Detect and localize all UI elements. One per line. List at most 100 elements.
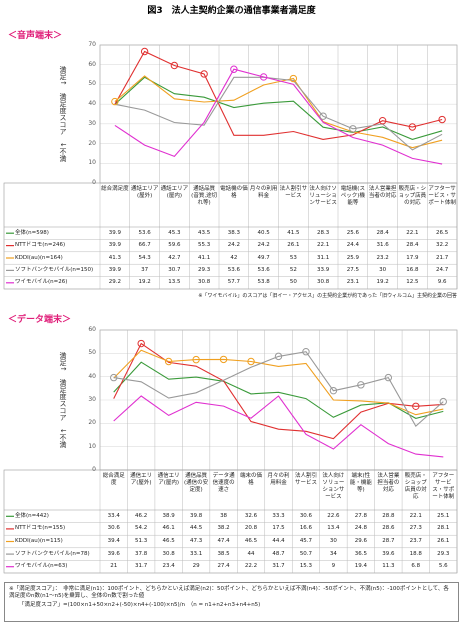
table-value: 24.2 [227, 242, 240, 249]
x-tick-label: 端末(性能・機能等) [349, 473, 372, 493]
table-value: 24.2 [257, 242, 270, 249]
table-value: 36.5 [354, 550, 367, 557]
top-score-marker [329, 386, 338, 395]
top-score-marker [408, 123, 417, 131]
y-tick-label: 10 [88, 442, 96, 450]
table-value: 29.3 [198, 266, 211, 273]
table-value: 50 [289, 279, 297, 286]
table-value: 27.4 [217, 563, 230, 570]
table-value: 30.8 [198, 279, 211, 286]
table-value: 20.8 [244, 525, 258, 532]
table-value: 44.5 [189, 525, 203, 532]
top-score-marker [164, 357, 173, 366]
y-tick-label: 70 [88, 41, 96, 48]
table-value: 49.7 [257, 254, 270, 261]
x-tick-label: 販売店・ショップ店員の対応 [404, 473, 427, 500]
legend-entry: ワイモバイル(n=26) [15, 279, 68, 286]
table-value: 31.1 [317, 254, 330, 261]
table-value: 22.2 [244, 563, 258, 570]
legend-entry: ソフトバンクモバイル(n=78) [15, 550, 90, 557]
top-score-marker [200, 70, 208, 78]
series-line [114, 76, 443, 140]
top-score-marker [438, 115, 446, 124]
top-score-marker [192, 355, 200, 364]
table-value: 22.1 [406, 229, 419, 236]
table-value: 46.1 [162, 525, 175, 532]
table-value: 30.8 [317, 279, 330, 286]
table-value: 52 [289, 266, 297, 273]
series-line [114, 76, 443, 151]
section-title: ＜データ端末＞ [8, 315, 72, 325]
section-title: ＜音声端末＞ [8, 31, 63, 41]
table-value: 39.8 [189, 512, 203, 519]
series-line [113, 342, 444, 440]
table-value: 13.5 [168, 279, 181, 286]
table-value: 16.8 [406, 266, 419, 273]
x-tick-label: 通信エリア(屋外) [130, 473, 153, 486]
table-value: 31.7 [135, 563, 148, 570]
table-value: 9.6 [437, 279, 447, 286]
table-value: 26.1 [287, 242, 300, 249]
footnote-line: 「満足度スコア」=(100×n1+50×n2+(-50)×n4+(-100)×n… [19, 601, 261, 608]
table-value: 41.3 [108, 254, 121, 261]
top-score-marker [140, 47, 149, 56]
top-score-marker [357, 381, 365, 389]
top-score-marker [170, 61, 179, 70]
table-value: 38.5 [217, 550, 230, 557]
legend-entry: 全体(n=442) [15, 512, 49, 519]
table-value: 26.5 [436, 229, 449, 236]
x-tick-label: 電話機の価格 [220, 186, 248, 199]
y-axis-label: 満足↑ 満足度スコア ↓不満 [59, 352, 67, 448]
top-score-marker [259, 73, 268, 81]
x-tick-label: 通話エリア(屋外) [130, 186, 159, 199]
table-value: 39.9 [108, 266, 121, 273]
table-value: 25.1 [437, 512, 450, 519]
top-score-marker [111, 97, 119, 106]
table-value: 23.7 [409, 538, 422, 544]
table-value: 59.6 [168, 242, 181, 249]
top-score-marker [439, 397, 447, 406]
top-score-marker [230, 65, 238, 73]
x-tick-label: 通話品質(音質,途切れ等) [191, 186, 218, 206]
x-tick-label: 法人向けソリューションサービス [309, 186, 337, 206]
y-tick-label: 0 [92, 466, 96, 473]
series-line [113, 349, 444, 416]
x-tick-label: 通話エリア(屋内) [160, 186, 189, 199]
table-value: 30 [329, 538, 337, 544]
table-value: 51.3 [135, 538, 148, 544]
table-value: 30.6 [299, 512, 313, 519]
table-value: 53.6 [227, 266, 240, 273]
table-value: 32.2 [436, 242, 449, 249]
table-value: 38.9 [162, 512, 175, 519]
table-value: 38.2 [217, 525, 230, 532]
legend-entry: NTTドコモ(n=155) [15, 525, 66, 532]
series-line [114, 50, 443, 140]
table-value: 38.3 [227, 229, 240, 236]
table-value: 53.6 [138, 229, 151, 236]
table-value: 33.3 [272, 512, 285, 519]
footnote-box: ※「満足度スコア」： 非常に満足(n1)：100ポイント、どちらかといえば満足(… [4, 582, 459, 622]
table-value: 31.6 [376, 242, 389, 249]
x-tick-label: アフターサービス・サポート体制 [432, 473, 455, 500]
table-value: 25.9 [346, 254, 359, 261]
table-value: 22.6 [327, 512, 340, 519]
table-value: 28.4 [376, 229, 389, 236]
table-value: 39.6 [107, 550, 120, 557]
table-value: 30.6 [107, 525, 120, 532]
table-value: 22.1 [409, 512, 422, 519]
table-value: 57.7 [227, 279, 240, 286]
x-tick-label: 販売店・ショップ店員の対応 [398, 186, 427, 206]
table-value: 27.3 [409, 525, 422, 532]
table-value: 18.8 [409, 550, 422, 557]
x-tick-label: 通信エリア(屋内) [157, 473, 180, 486]
top-score-marker [289, 74, 298, 83]
x-tick-label: 法人向けソリューションサービス [322, 473, 345, 500]
table-value: 17.5 [272, 525, 285, 532]
table-value: 34 [329, 550, 337, 557]
table-value: 39.4 [107, 538, 120, 544]
table-value: 39.6 [382, 550, 395, 557]
table-value: 9 [331, 563, 336, 570]
x-tick-label: 電話機(スペック)機能等 [340, 186, 365, 206]
legend-entry: 全体(n=598) [15, 229, 49, 236]
